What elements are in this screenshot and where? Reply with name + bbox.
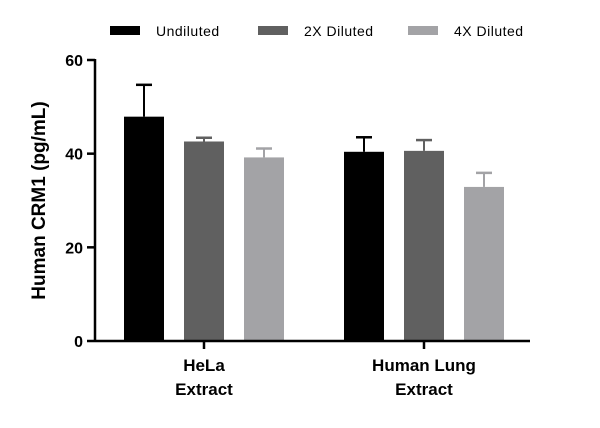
bar-1-1 (124, 116, 164, 341)
legend-swatch-1 (110, 26, 140, 35)
bar-2-2 (404, 150, 444, 341)
bar-3-1 (244, 157, 284, 341)
bar-3-2 (464, 186, 504, 341)
legend-label-1: Undiluted (156, 23, 220, 39)
y-axis-title: Human CRM1 (pg/mL) (29, 101, 50, 299)
x-tick-label-1-1: Extract (395, 380, 453, 399)
legend-swatch-2 (258, 26, 288, 35)
bar-1-2 (344, 151, 384, 341)
legend-swatch-3 (408, 26, 438, 35)
y-tick-label-0: 0 (74, 334, 83, 351)
x-tick-label-1-0: Human Lung (372, 356, 476, 375)
legend-label-2: 2X Diluted (304, 23, 374, 39)
bar-2-1 (184, 141, 224, 341)
legend-label-3: 4X Diluted (454, 23, 524, 39)
y-tick-label-2: 40 (65, 147, 83, 164)
y-tick-label-1: 20 (65, 240, 83, 257)
x-tick-label-0-1: Extract (175, 380, 233, 399)
x-tick-label-0-0: HeLa (183, 356, 225, 375)
y-tick-label-3: 60 (65, 53, 83, 70)
